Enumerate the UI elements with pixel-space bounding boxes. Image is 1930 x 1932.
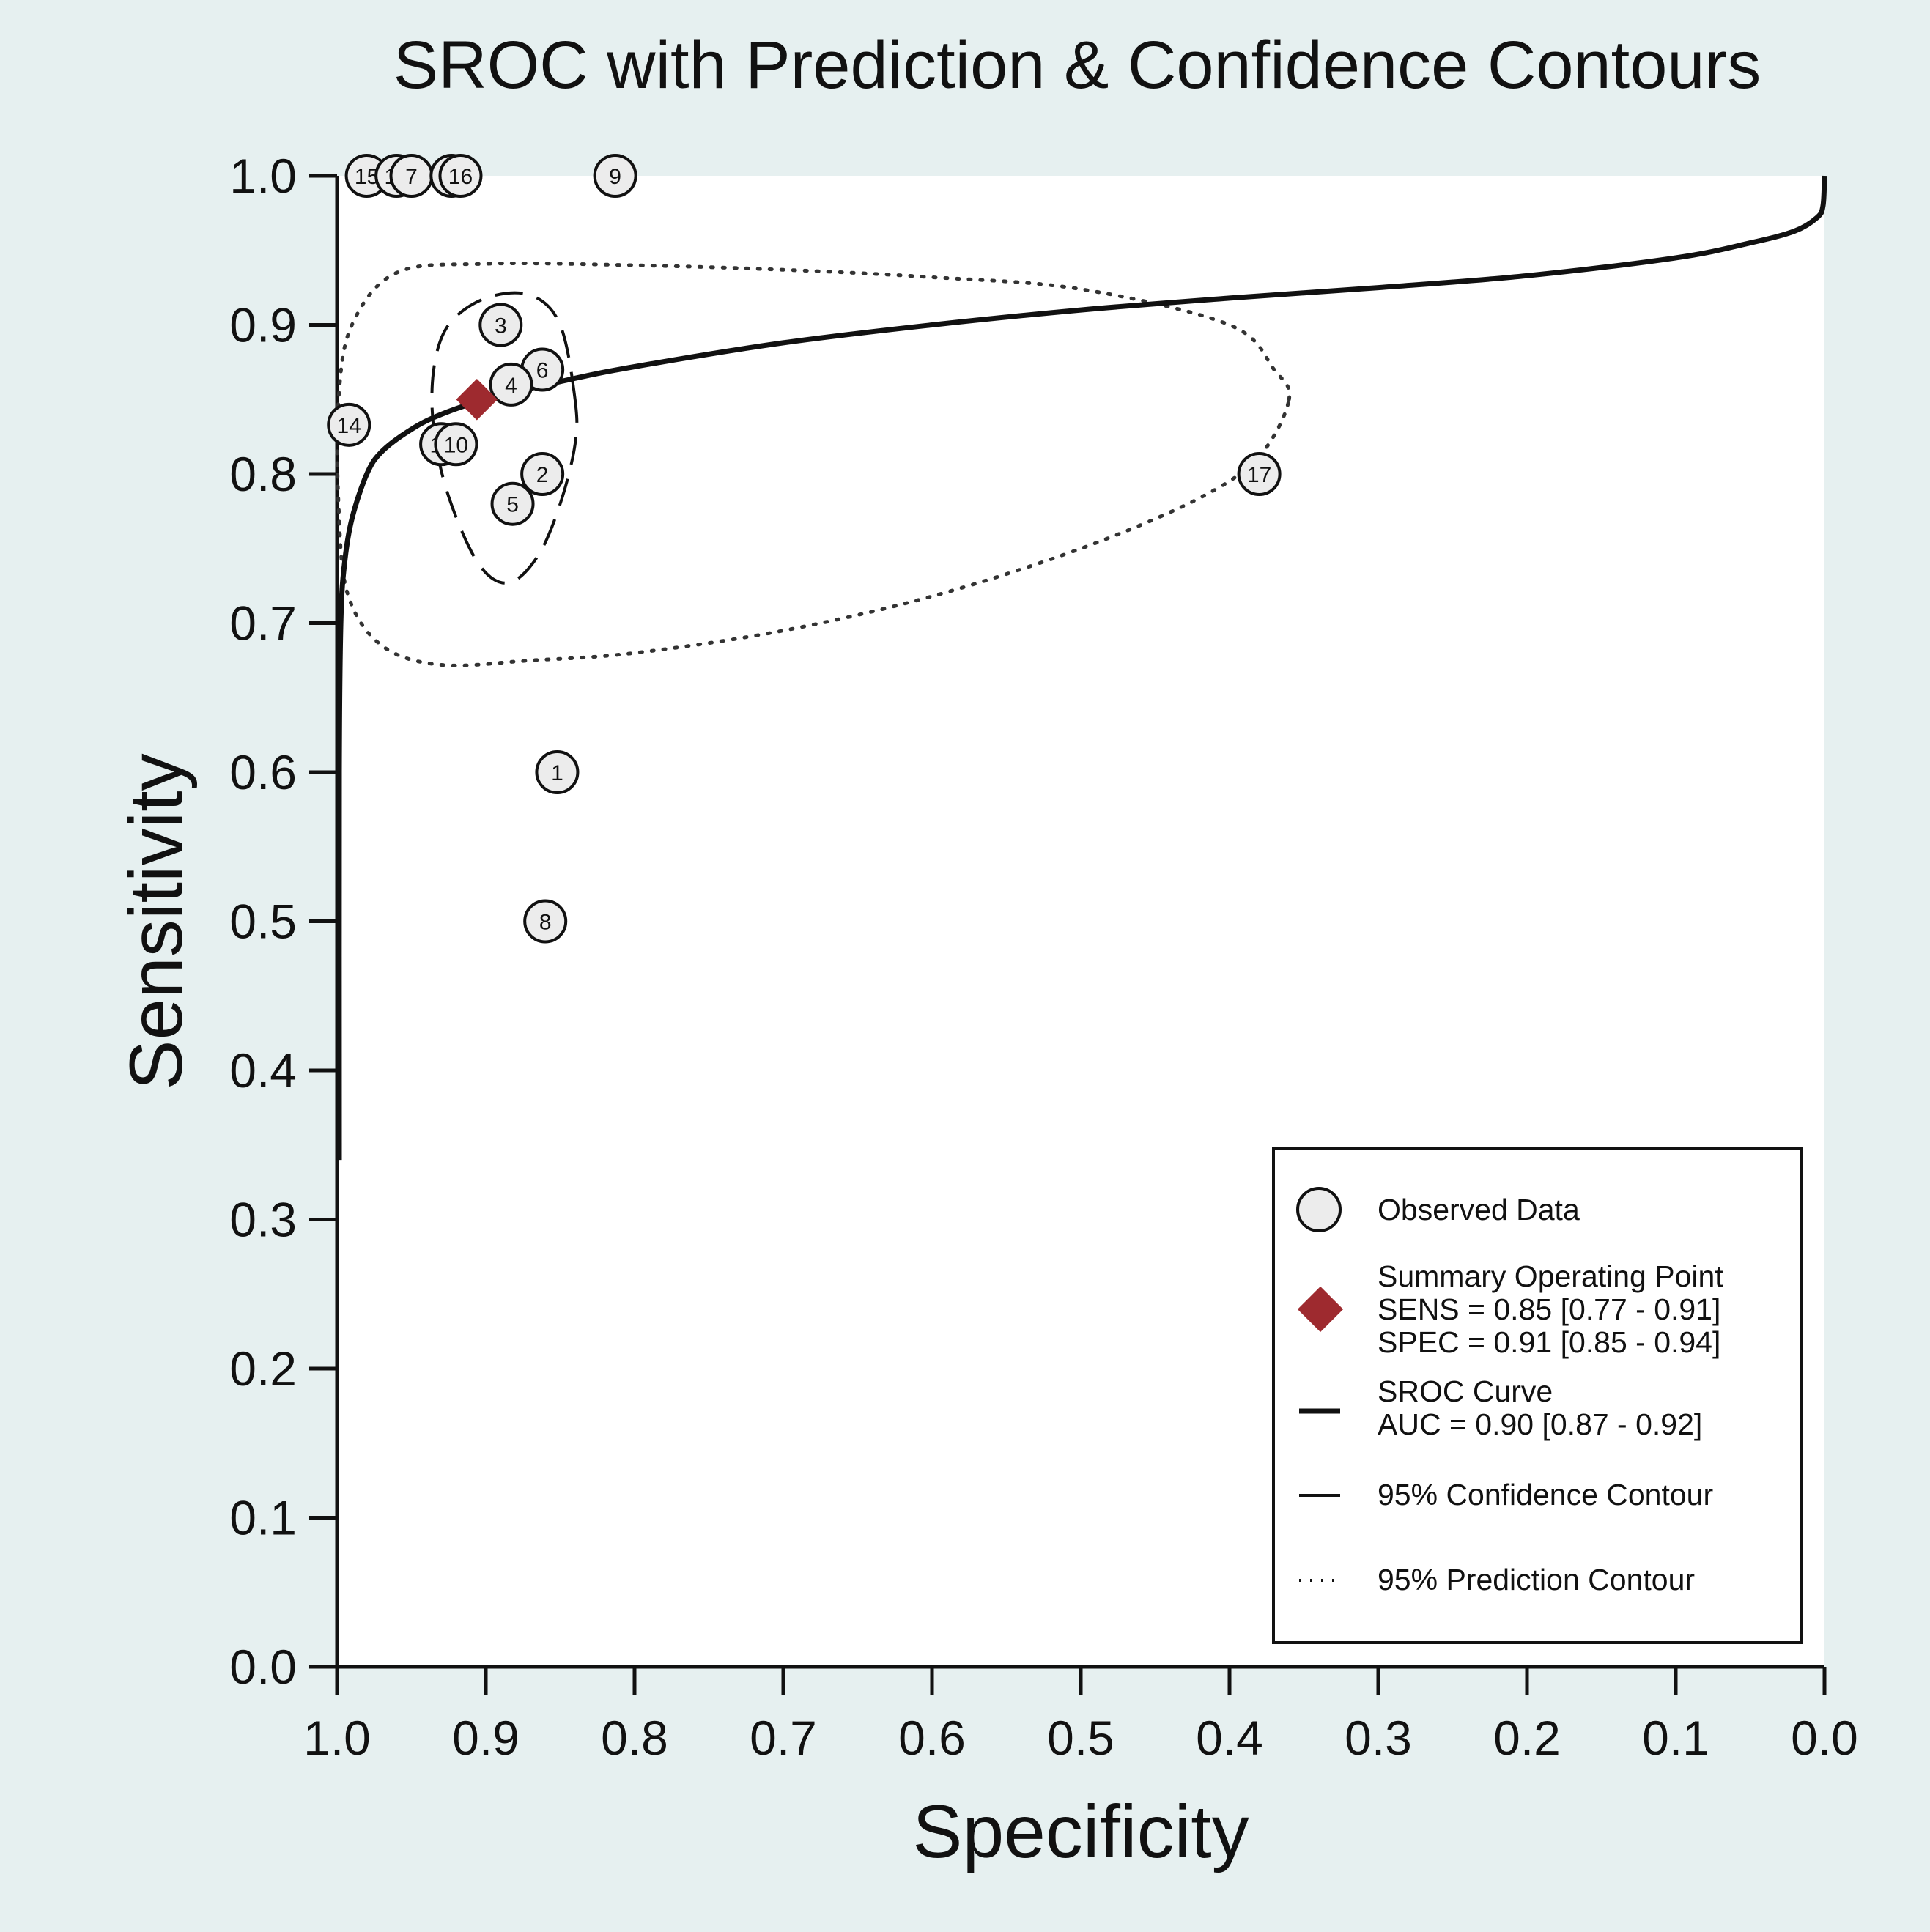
y-tick-label: 0.0: [229, 1640, 297, 1694]
x-tick-label: 0.9: [452, 1711, 520, 1765]
axes: 0.0 0.1 0.2 0.3 0.4 0.5 0.6 0.7 0.8 0.9 1.0 1.0 0.9 0…: [229, 149, 1858, 1765]
observed-point: [489, 362, 533, 407]
legend-confidence-label: 95% Confidence Contour: [1378, 1478, 1713, 1511]
x-axis-title: Specificity: [912, 1790, 1249, 1873]
x-tick-label: 0.3: [1345, 1711, 1412, 1765]
observed-point-label: 3: [495, 314, 507, 338]
observed-point: [490, 481, 535, 526]
observed-point-label: 5: [506, 493, 519, 517]
legend-prediction-label: 95% Prediction Contour: [1378, 1563, 1695, 1596]
y-tick-label: 0.6: [229, 745, 297, 799]
observed-point-label: 14: [337, 414, 361, 438]
y-tick-label: 0.1: [229, 1491, 297, 1545]
observed-point: [327, 402, 371, 447]
legend-summary-spec: SPEC = 0.91 [0.85 - 0.94]: [1378, 1325, 1720, 1359]
legend-box: [1272, 1147, 1803, 1644]
observed-point: [434, 422, 478, 467]
x-tick-label: 0.1: [1642, 1711, 1709, 1765]
y-tick-label: 0.2: [229, 1341, 297, 1396]
observed-point-label: 10: [444, 433, 468, 457]
x-tick-label: 1.0: [303, 1711, 371, 1765]
x-tick-label: 0.6: [898, 1711, 966, 1765]
observed-point-label: 7: [405, 165, 418, 189]
y-tick-label: 0.9: [229, 298, 297, 352]
observed-point: [1237, 452, 1282, 496]
observed-points: 1512713169364141110251718: [327, 154, 1282, 944]
y-tick-label: 1.0: [229, 149, 297, 203]
observed-point-label: 2: [536, 463, 549, 487]
chart-title: SROC with Prediction & Confidence Contou…: [393, 28, 1761, 103]
legend-summary-title: Summary Operating Point: [1378, 1259, 1723, 1293]
x-tick-label: 0.2: [1493, 1711, 1561, 1765]
x-tick-label: 0.4: [1196, 1711, 1263, 1765]
legend: Observed Data Summary Operating Point SE…: [1272, 1147, 1803, 1644]
legend-sroc-auc: AUC = 0.90 [0.87 - 0.92]: [1378, 1407, 1702, 1441]
prediction-contour: [335, 262, 1292, 667]
x-tick-label: 0.5: [1047, 1711, 1114, 1765]
legend-summary-sens: SENS = 0.85 [0.77 - 0.91]: [1378, 1292, 1720, 1326]
observed-point-label: 16: [448, 165, 473, 189]
x-tick-label: 0.0: [1791, 1711, 1858, 1765]
summary-point: [456, 378, 498, 421]
legend-observed-label: Observed Data: [1378, 1193, 1580, 1226]
x-tick-label: 0.7: [750, 1711, 817, 1765]
observed-point: [478, 303, 523, 347]
observed-point: [593, 154, 637, 198]
observed-point-label: 6: [536, 359, 549, 383]
x-tick-label: 0.8: [601, 1711, 668, 1765]
observed-point: [535, 750, 580, 794]
legend-observed-marker: [1296, 1187, 1342, 1232]
y-tick-label: 0.5: [229, 895, 297, 949]
observed-point: [523, 899, 568, 944]
observed-point-label: 8: [539, 911, 552, 935]
y-tick-label: 0.4: [229, 1043, 297, 1098]
observed-point-label: 1: [551, 761, 563, 785]
observed-point-label: 4: [505, 374, 517, 398]
legend-sroc-title: SROC Curve: [1378, 1374, 1553, 1408]
observed-point-label: 9: [609, 165, 621, 189]
y-tick-label: 0.8: [229, 447, 297, 501]
observed-point-label: 17: [1247, 463, 1271, 487]
y-tick-label: 0.7: [229, 596, 297, 651]
observed-point: [438, 154, 483, 198]
sroc-curve: [336, 175, 1827, 1161]
observed-point: [520, 452, 565, 496]
y-tick-label: 0.3: [229, 1193, 297, 1247]
y-axis-title: Sensitivity: [114, 753, 198, 1089]
